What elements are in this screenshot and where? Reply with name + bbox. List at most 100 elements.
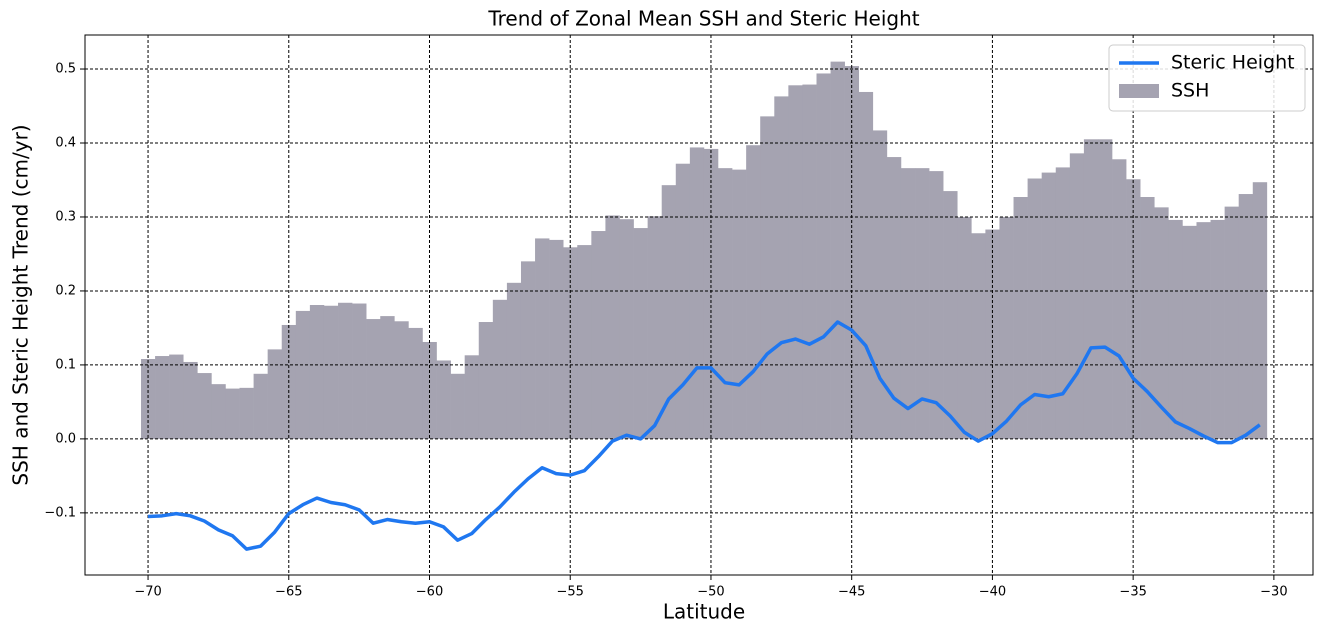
y-tick-label: 0.4 xyxy=(55,136,76,151)
bar xyxy=(253,373,268,439)
bar xyxy=(338,302,353,439)
bar xyxy=(492,299,508,439)
y-tick-label: 0.0 xyxy=(55,431,76,446)
bar xyxy=(943,191,958,439)
bar xyxy=(563,247,578,439)
x-tick-label: −35 xyxy=(1119,585,1146,600)
bar xyxy=(295,310,311,439)
bar xyxy=(971,233,986,439)
bar xyxy=(760,116,775,439)
legend-label: Steric Height xyxy=(1171,52,1295,74)
bar xyxy=(169,354,184,439)
x-tick-label: −70 xyxy=(134,585,161,600)
chart-title: Trend of Zonal Mean SSH and Steric Heigh… xyxy=(487,7,919,31)
x-tick-label: −60 xyxy=(416,585,443,600)
bar xyxy=(464,355,480,439)
bar xyxy=(141,359,156,439)
bar xyxy=(1112,159,1127,439)
line xyxy=(147,320,1261,551)
legend-label: SSH xyxy=(1171,80,1209,102)
bar xyxy=(577,245,592,439)
bar xyxy=(900,168,916,439)
y-axis-label: SSH and Steric Height Trend (cm/yr) xyxy=(9,124,33,485)
bar xyxy=(1182,225,1197,439)
bar xyxy=(366,319,381,439)
bar xyxy=(535,238,550,439)
bar xyxy=(957,216,972,439)
bar xyxy=(915,168,930,439)
bar xyxy=(1238,194,1254,439)
bar xyxy=(591,231,606,439)
bar xyxy=(352,303,367,439)
y-tick-label: 0.5 xyxy=(55,62,76,77)
x-tick-label: −45 xyxy=(838,585,865,600)
x-tick-label: −65 xyxy=(275,585,302,600)
bar xyxy=(985,229,1000,439)
bar xyxy=(478,322,494,439)
bar xyxy=(872,130,888,439)
bar xyxy=(816,73,831,439)
bar xyxy=(929,171,944,439)
y-tick-label: 0.2 xyxy=(55,283,76,298)
bar xyxy=(436,360,451,439)
bar xyxy=(717,168,733,439)
bar xyxy=(661,185,677,439)
legend-patch xyxy=(1119,84,1159,98)
bar xyxy=(605,215,620,439)
bar xyxy=(520,261,536,439)
x-tick-label: −55 xyxy=(557,585,584,600)
bar xyxy=(858,91,874,439)
bar xyxy=(732,169,747,439)
bar xyxy=(619,219,634,439)
bar xyxy=(267,349,283,439)
bar xyxy=(450,373,465,439)
bar xyxy=(1126,179,1141,439)
bar xyxy=(1041,172,1057,439)
bar xyxy=(1196,222,1211,439)
bar xyxy=(1069,153,1085,439)
bar xyxy=(746,145,761,439)
bar xyxy=(197,373,212,439)
bar xyxy=(999,216,1014,439)
bar xyxy=(1224,206,1239,439)
bar xyxy=(802,84,817,439)
bar xyxy=(183,361,198,439)
bar xyxy=(774,96,789,439)
bar xyxy=(1083,139,1099,439)
bar xyxy=(830,61,845,439)
bar xyxy=(1252,182,1268,439)
bar xyxy=(689,147,705,439)
bar xyxy=(323,305,339,439)
plot-frame xyxy=(84,34,1314,576)
bar xyxy=(1168,219,1183,439)
bar xyxy=(1210,219,1225,439)
x-axis-label: Latitude xyxy=(663,600,745,624)
bar xyxy=(155,356,170,439)
bar xyxy=(1013,197,1028,439)
bar xyxy=(1055,167,1071,439)
x-tick-label: −30 xyxy=(1260,585,1287,600)
bar xyxy=(1140,197,1155,439)
x-tick-label: −40 xyxy=(979,585,1006,600)
bar xyxy=(225,388,240,439)
bar xyxy=(647,216,663,439)
bar xyxy=(1027,178,1042,439)
y-tick-label: 0.1 xyxy=(55,357,76,372)
bar xyxy=(1097,139,1113,439)
bar xyxy=(380,316,395,439)
bar xyxy=(211,384,226,439)
bar xyxy=(788,85,803,439)
bar xyxy=(1154,207,1169,439)
bar xyxy=(394,321,409,439)
bar xyxy=(633,228,648,439)
bar xyxy=(239,387,254,439)
y-tick-label: 0.3 xyxy=(55,209,76,224)
y-tick-label: −0.1 xyxy=(44,505,76,520)
bar xyxy=(309,305,325,439)
bar xyxy=(408,327,423,439)
bar xyxy=(506,282,522,439)
bar xyxy=(549,239,564,439)
bar xyxy=(675,163,691,439)
bar xyxy=(886,157,902,439)
